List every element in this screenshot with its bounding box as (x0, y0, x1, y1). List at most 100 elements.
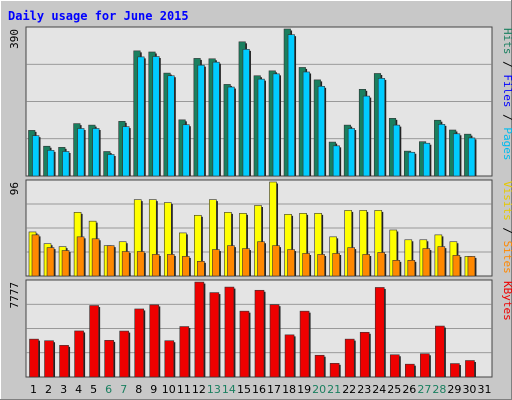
kbytes-bar (374, 287, 385, 378)
kbytes-bar (254, 289, 265, 378)
files-bar (122, 126, 130, 177)
y-axis-max-label: 96 (8, 182, 21, 195)
x-day-label: 28 (432, 383, 446, 396)
legend-entry-kbytes: KBytes (501, 281, 512, 321)
x-day-label: 3 (60, 383, 67, 396)
panel-kbytes (25, 279, 493, 378)
sites-bar (121, 251, 130, 277)
kbytes-bar (179, 326, 190, 378)
sites-bar (182, 256, 190, 277)
x-day-label: 21 (327, 383, 341, 396)
x-day-label: 10 (162, 383, 176, 396)
files-bar (287, 34, 295, 177)
kbytes-bar (450, 363, 460, 378)
sites-bar (136, 251, 145, 277)
x-day-label: 24 (372, 383, 386, 396)
sites-bar (46, 247, 55, 277)
x-day-label: 20 (312, 383, 326, 396)
files-bar (302, 71, 310, 177)
files-bar (167, 75, 175, 177)
x-day-label: 11 (177, 383, 191, 396)
sites-bar (76, 236, 85, 277)
kbytes-bar (314, 354, 325, 378)
kbytes-bar (239, 310, 250, 378)
legend-entry-visits: Visits (501, 181, 512, 221)
sites-bar (106, 245, 115, 277)
y-axis-max-label: 390 (8, 29, 21, 49)
plot-area (25, 26, 493, 378)
kbytes-bar (224, 286, 235, 378)
legend-separator: / (501, 55, 512, 75)
legend-hits-files-pages: Hits / Files / Pages (501, 28, 512, 161)
x-day-label: 9 (150, 383, 157, 396)
x-day-label: 2 (45, 383, 52, 396)
x-day-label: 29 (447, 383, 461, 396)
x-day-label: 12 (192, 383, 206, 396)
sites-bar (61, 250, 70, 277)
sites-bar (332, 253, 340, 277)
sites-bar (151, 254, 160, 277)
kbytes-bar (119, 330, 129, 378)
files-bar (408, 151, 416, 177)
kbytes-bar (299, 310, 310, 378)
kbytes-bar (329, 363, 340, 378)
sites-bar (257, 241, 265, 277)
x-day-label: 31 (477, 383, 491, 396)
files-bar (92, 128, 100, 177)
files-bar (77, 128, 85, 177)
sites-bar (377, 252, 386, 277)
files-bar (197, 64, 205, 177)
x-day-label: 4 (75, 383, 82, 396)
files-bar (468, 137, 476, 177)
sites-bar (302, 253, 310, 277)
files-bar (182, 124, 190, 177)
kbytes-bar (209, 292, 220, 378)
files-bar (438, 124, 446, 177)
sites-bar (452, 255, 461, 277)
kbytes-bar (164, 340, 175, 378)
sites-bar (197, 261, 205, 277)
kbytes-bar (134, 308, 145, 378)
kbytes-bar (389, 354, 400, 378)
x-day-label: 19 (297, 383, 311, 396)
x-day-label: 23 (357, 383, 371, 396)
legend-entry-sites: Sites (501, 241, 512, 274)
kbytes-bar (194, 281, 205, 378)
kbytes-bar (284, 334, 295, 378)
kbytes-bar (269, 304, 280, 378)
x-day-label: 22 (342, 383, 356, 396)
y-axis-max-labels: 390 96 7777 (8, 29, 21, 309)
files-bar (392, 124, 401, 177)
x-day-label: 13 (207, 383, 221, 396)
sites-bar (407, 260, 416, 277)
legends: Hits / Files / Pages Visits / Sites KBytes (501, 28, 512, 321)
sites-bar (91, 238, 100, 277)
x-axis-day-labels: 1 2 3 4 5 6 7 8 9 10 11 12 13 14 15 16 17 18 19 20 21 22 23 24 2… (30, 383, 491, 396)
x-day-label: 8 (135, 383, 142, 396)
legend-kbytes: KBytes (501, 281, 512, 321)
kbytes-bar (74, 330, 84, 378)
kbytes-bar (405, 363, 415, 378)
x-day-label: 30 (462, 383, 476, 396)
legend-separator: / (501, 108, 512, 128)
x-day-label: 16 (252, 383, 266, 396)
sites-bar (242, 248, 250, 277)
legend-separator: / (501, 221, 512, 241)
sites-bar (166, 254, 175, 277)
files-bar (453, 133, 461, 177)
kbytes-bar (104, 340, 114, 378)
files-bar (317, 85, 325, 177)
files-bar (362, 95, 371, 177)
legend-entry-files: Files (501, 74, 512, 107)
kbytes-bar (59, 345, 69, 378)
panel-hits-files-pages (25, 26, 493, 177)
sites-bar (347, 247, 355, 277)
kbytes-bar (435, 325, 445, 378)
x-day-label: 6 (105, 383, 112, 396)
kbytes-bar (149, 304, 160, 378)
files-bar (32, 135, 40, 177)
legend-entry-pages: Pages (501, 127, 512, 160)
sites-bar (392, 260, 401, 277)
files-bar (107, 154, 115, 177)
